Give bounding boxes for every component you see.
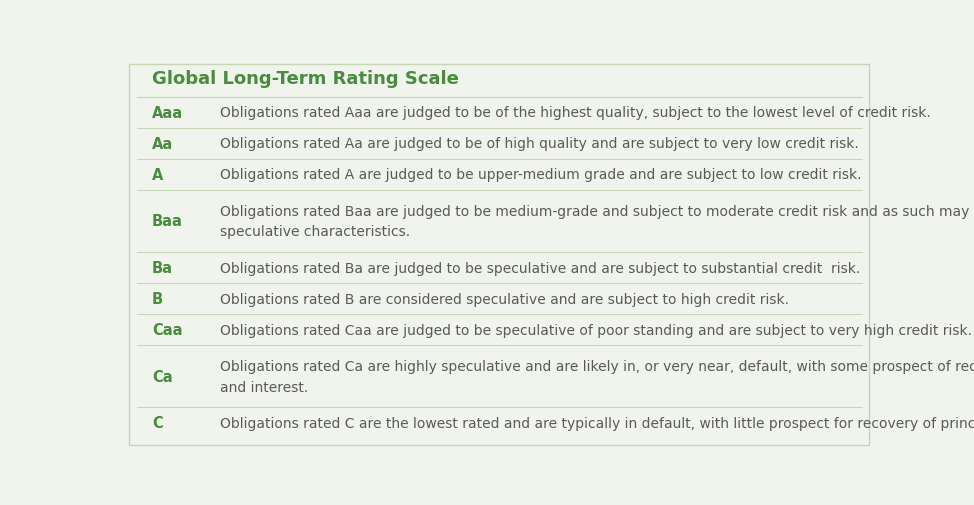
Text: Ca: Ca [152,369,172,384]
Text: Obligations rated A are judged to be upper-medium grade and are subject to low c: Obligations rated A are judged to be upp… [220,168,861,182]
Text: Baa: Baa [152,214,183,229]
Text: Obligations rated Aaa are judged to be of the highest quality, subject to the lo: Obligations rated Aaa are judged to be o… [220,106,930,120]
Text: C: C [152,416,163,431]
Text: A: A [152,168,164,182]
Text: Obligations rated Baa are judged to be medium-grade and subject to moderate cred: Obligations rated Baa are judged to be m… [220,204,974,218]
Text: Aa: Aa [152,136,173,152]
Text: speculative characteristics.: speculative characteristics. [220,225,410,239]
Text: Obligations rated Ba are judged to be speculative and are subject to substantial: Obligations rated Ba are judged to be sp… [220,261,860,275]
Text: and interest.: and interest. [220,380,308,394]
Text: Obligations rated C are the lowest rated and are typically in default, with litt: Obligations rated C are the lowest rated… [220,416,974,430]
Text: Global Long-Term Rating Scale: Global Long-Term Rating Scale [152,70,459,88]
Text: Obligations rated Caa are judged to be speculative of poor standing and are subj: Obligations rated Caa are judged to be s… [220,323,972,337]
Text: B: B [152,291,163,307]
Text: Obligations rated Ca are highly speculative and are likely in, or very near, def: Obligations rated Ca are highly speculat… [220,359,974,373]
Text: Caa: Caa [152,323,182,337]
Text: Aaa: Aaa [152,106,183,121]
Text: Obligations rated Aa are judged to be of high quality and are subject to very lo: Obligations rated Aa are judged to be of… [220,137,859,151]
Text: Obligations rated B are considered speculative and are subject to high credit ri: Obligations rated B are considered specu… [220,292,789,306]
FancyBboxPatch shape [130,65,869,445]
Text: Ba: Ba [152,261,173,276]
